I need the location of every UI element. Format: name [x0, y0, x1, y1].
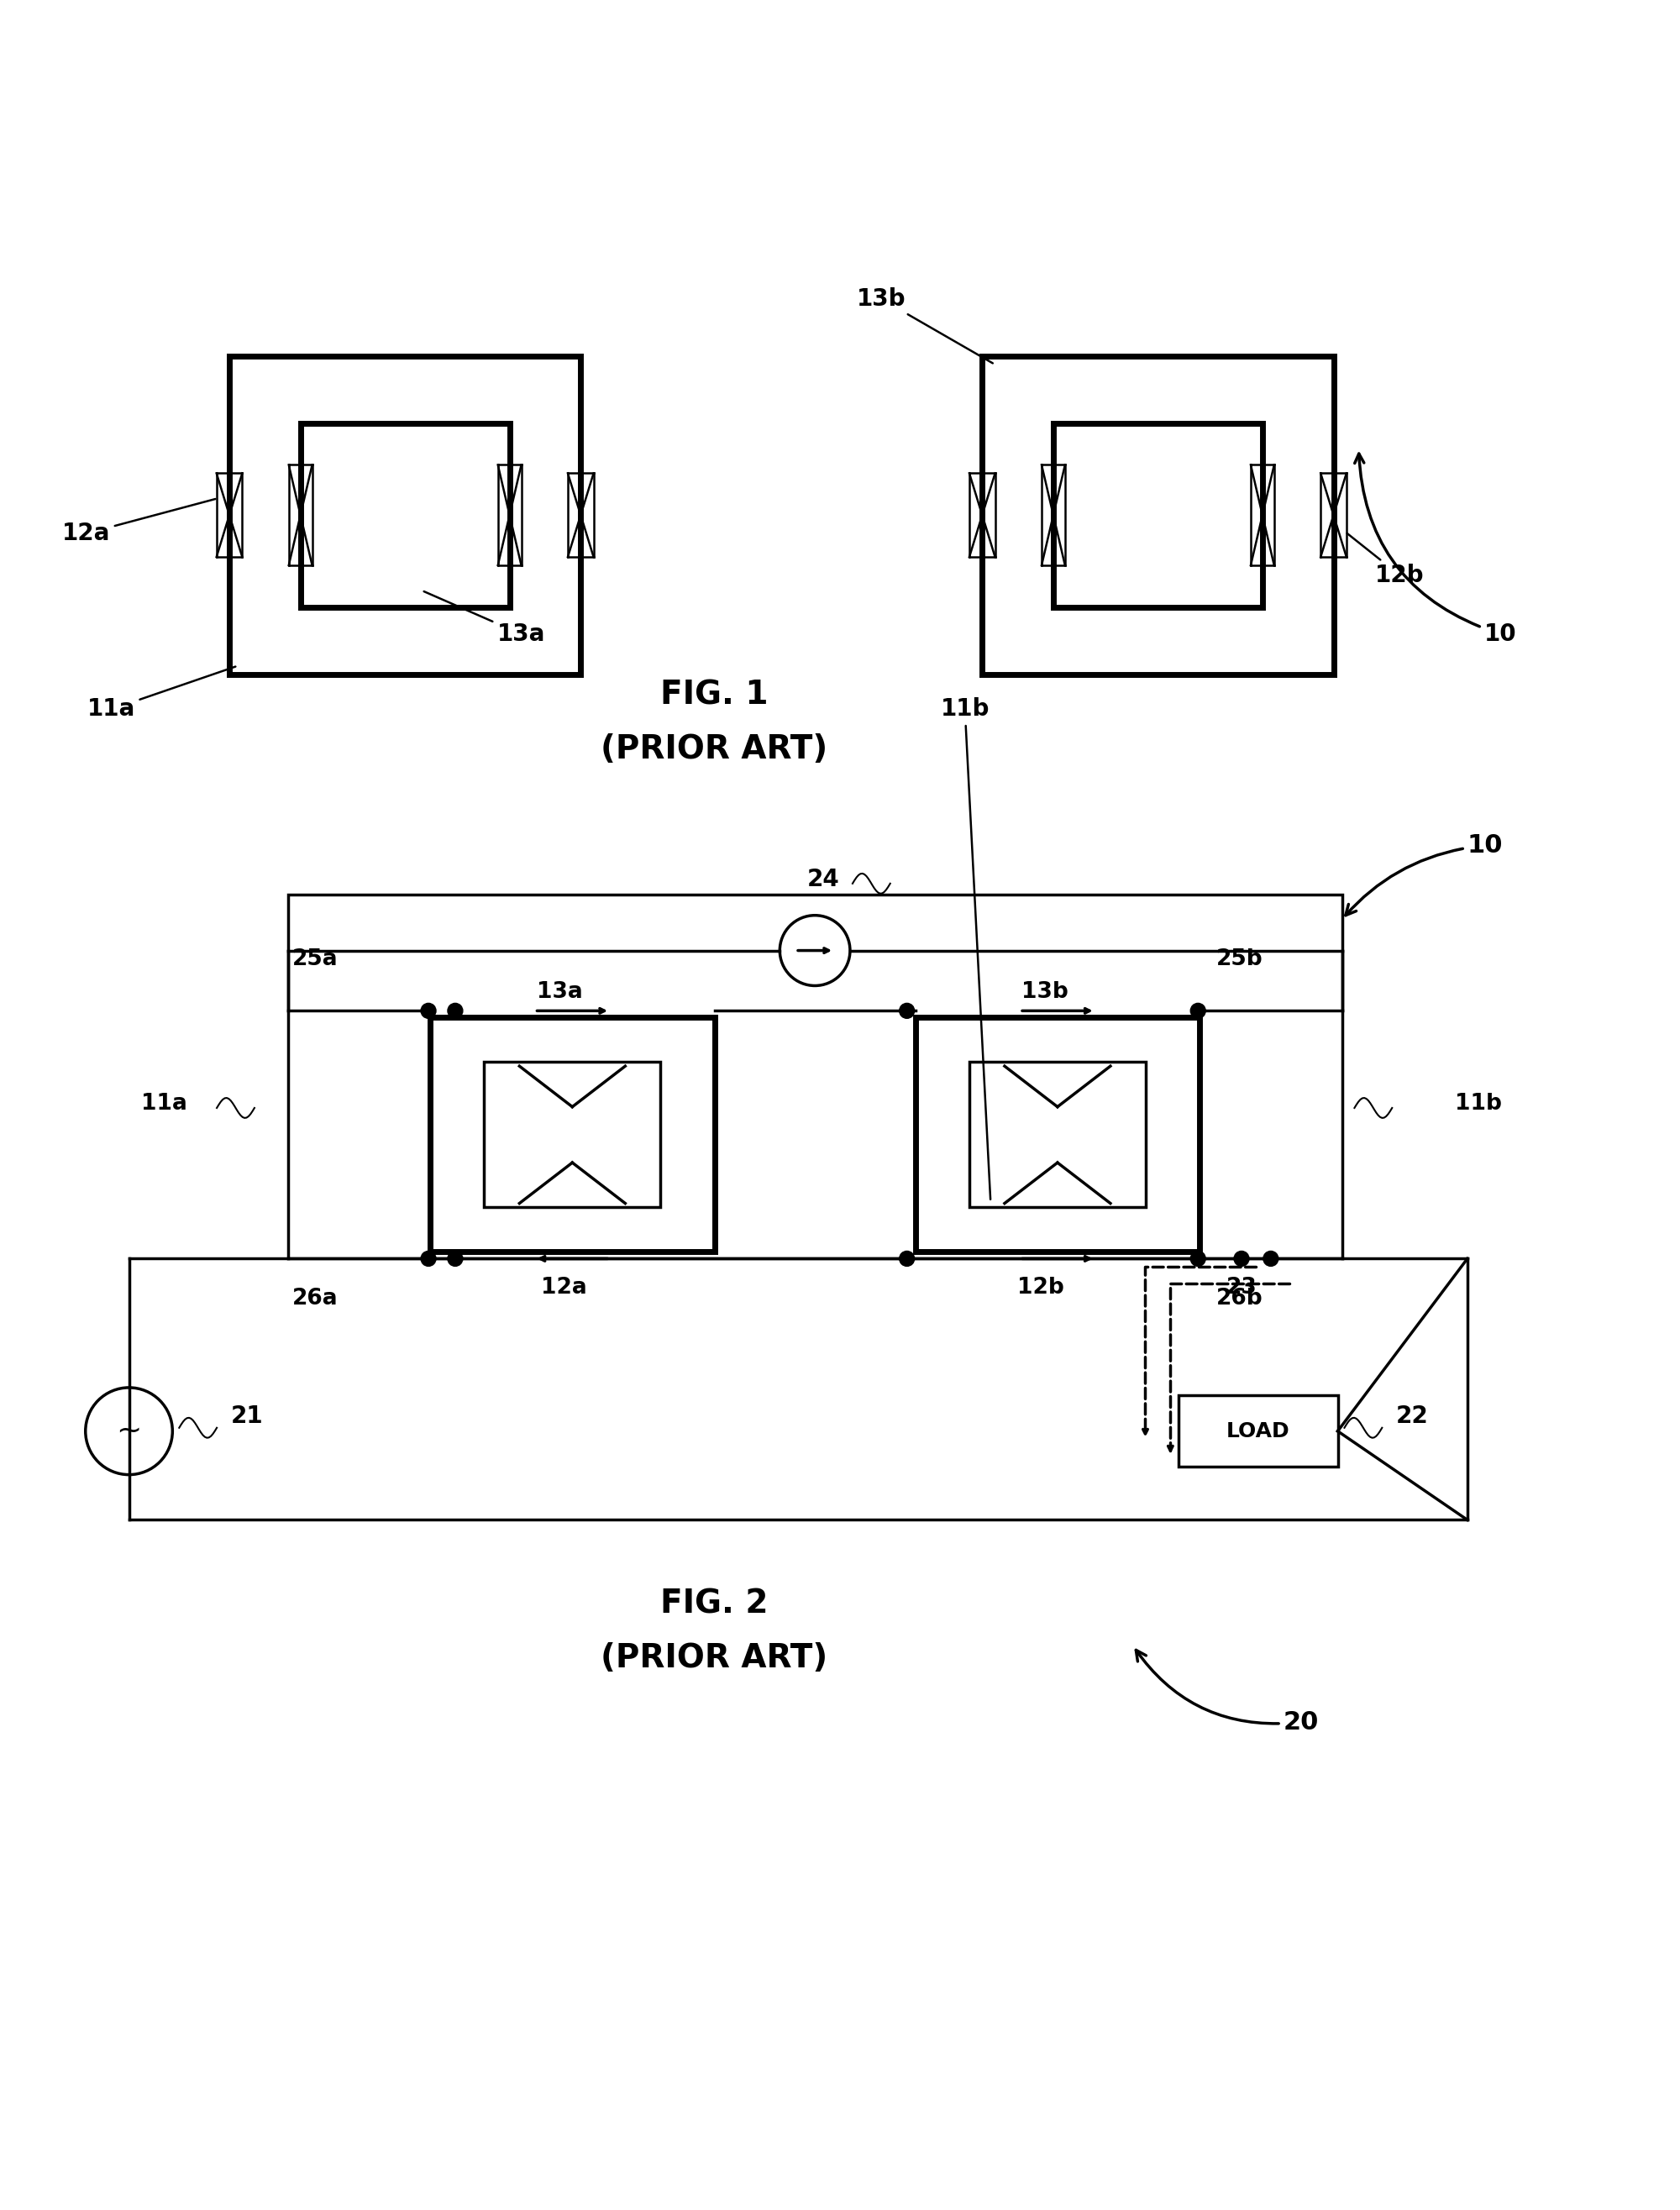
Bar — [484, 1063, 660, 1207]
Text: 21: 21 — [232, 1403, 264, 1428]
Circle shape — [899, 1003, 914, 1019]
Text: (PRIOR ART): (PRIOR ART) — [601, 1642, 828, 1673]
Bar — [1053, 422, 1262, 608]
Bar — [301, 422, 509, 608]
Text: 13b: 13b — [857, 287, 993, 362]
Text: 20: 20 — [1136, 1651, 1319, 1735]
Circle shape — [1235, 1251, 1248, 1266]
Text: 12b: 12b — [1347, 533, 1425, 588]
Text: 22: 22 — [1396, 1403, 1428, 1428]
Bar — [916, 1017, 1200, 1251]
Circle shape — [899, 1251, 914, 1266]
Circle shape — [447, 1251, 462, 1266]
Text: LOAD: LOAD — [1226, 1421, 1290, 1441]
Bar — [287, 895, 1342, 1260]
Text: FIG. 2: FIG. 2 — [660, 1587, 768, 1620]
Circle shape — [422, 1251, 437, 1266]
Text: 12b: 12b — [1018, 1277, 1063, 1299]
Text: (PRIOR ART): (PRIOR ART) — [601, 734, 828, 765]
Bar — [430, 1017, 714, 1251]
Text: 13a: 13a — [423, 592, 546, 645]
Text: FIG. 1: FIG. 1 — [660, 678, 768, 712]
Text: 13b: 13b — [1021, 981, 1068, 1003]
Circle shape — [1263, 1251, 1278, 1266]
Text: ~: ~ — [116, 1417, 141, 1445]
Text: 25a: 25a — [292, 948, 338, 970]
Text: 23: 23 — [1226, 1277, 1257, 1299]
Bar — [230, 356, 581, 674]
Text: 10: 10 — [1346, 833, 1504, 915]
Text: 26b: 26b — [1216, 1288, 1263, 1311]
Circle shape — [447, 1003, 462, 1019]
Text: 26a: 26a — [292, 1288, 338, 1311]
Text: 10: 10 — [1354, 453, 1517, 645]
Text: 12a: 12a — [62, 499, 215, 546]
Bar — [1179, 1395, 1337, 1467]
Text: 13a: 13a — [538, 981, 583, 1003]
Circle shape — [1191, 1003, 1206, 1019]
Text: 12a: 12a — [541, 1277, 586, 1299]
Bar — [969, 1063, 1146, 1207]
Circle shape — [422, 1003, 437, 1019]
Text: 25b: 25b — [1216, 948, 1263, 970]
Text: 11b: 11b — [941, 698, 991, 1200]
Text: 11a: 11a — [87, 667, 235, 720]
Text: 24: 24 — [806, 869, 840, 891]
Circle shape — [1191, 1251, 1206, 1266]
Text: 11a: 11a — [141, 1092, 188, 1114]
Bar — [983, 356, 1334, 674]
Text: 11b: 11b — [1455, 1092, 1502, 1114]
